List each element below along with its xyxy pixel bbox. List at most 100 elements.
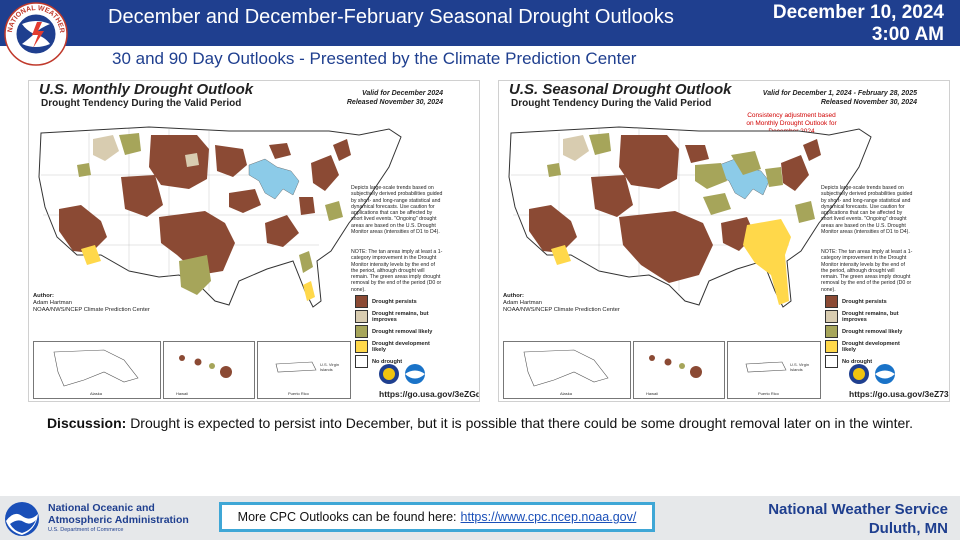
legend-label-development: Drought development likely: [842, 340, 900, 353]
seasonal-map-subtitle: Drought Tendency During the Valid Period: [511, 98, 712, 109]
page-subtitle: 30 and 90 Day Outlooks - Presented by th…: [112, 49, 637, 68]
noaa-name-line2: Atmospheric Administration: [48, 514, 189, 526]
monthly-map-title: U.S. Monthly Drought Outlook: [39, 81, 254, 98]
issue-date: December 10, 2024: [772, 2, 944, 23]
seasonal-valid: Valid for December 1, 2024 - February 28…: [762, 90, 917, 97]
puerto-rico-shape-icon: [275, 361, 317, 373]
legend-item-removal: Drought removal likely: [825, 325, 910, 338]
monthly-legend: Drought persists Drought remains, but im…: [355, 295, 440, 370]
header-bar: [0, 0, 960, 72]
cpc-outlooks-link[interactable]: https://www.cpc.ncep.noaa.gov/: [460, 510, 637, 524]
legend-label-development: Drought development likely: [372, 340, 430, 353]
legend-item-no-drought: No drought: [355, 355, 440, 368]
drought-removal-areas: [547, 133, 815, 223]
legend-swatch-removal: [825, 325, 838, 338]
noaa-logo-icon: [5, 502, 39, 536]
monthly-author: Author: Adam Hartman NOAA/NWS/NCEP Clima…: [33, 293, 150, 314]
alaska-shape-icon: [523, 349, 609, 387]
noaa-department: U.S. Department of Commerce: [48, 527, 124, 533]
monthly-valid-dates: Valid for December 2024 Released Novembe…: [347, 89, 443, 107]
author-org: NOAA/NWS/NCEP Climate Prediction Center: [503, 307, 620, 313]
legend-label-persists: Drought persists: [842, 298, 887, 305]
seasonal-released: Released November 30, 2024: [820, 99, 917, 106]
legend-label-no-drought: No drought: [372, 358, 403, 365]
seasonal-conus-map: [508, 126, 872, 308]
hawaii-shape-icon: [179, 355, 232, 378]
legend-item-development: Drought development likely: [825, 340, 910, 353]
seasonal-url[interactable]: https://go.usa.gov/3eZ73: [849, 389, 949, 399]
hawaii-label: Hawaii: [646, 391, 659, 396]
alaska-label: Alaska: [560, 391, 573, 396]
legend-swatch-development: [355, 340, 368, 353]
seasonal-outlook-map: U.S. Seasonal Drought Outlook Drought Te…: [498, 80, 950, 402]
legend-label-persists: Drought persists: [372, 298, 417, 305]
legend-item-development: Drought development likely: [355, 340, 440, 353]
monthly-note: NOTE: The tan areas imply at least a 1-c…: [351, 249, 443, 293]
legend-item-improves: Drought remains, but improves: [355, 310, 440, 323]
great-lakes: [248, 158, 300, 200]
monthly-outlook-map: U.S. Monthly Drought Outlook Drought Ten…: [28, 80, 480, 402]
seasonal-valid-dates: Valid for December 1, 2024 - February 28…: [763, 89, 917, 107]
legend-item-persists: Drought persists: [355, 295, 440, 308]
drought-removal-areas: [77, 133, 343, 295]
author-label: Author:: [33, 293, 54, 299]
virgin-islands-label: U.S. Virgin Islands: [790, 362, 810, 372]
drought-persists-areas: [59, 135, 351, 275]
puerto-rico-inset: Puerto Rico U.S. Virgin Islands: [257, 341, 351, 399]
legend-label-improves: Drought remains, but improves: [842, 310, 899, 323]
seasonal-author: Author: Adam Hartman NOAA/NWS/NCEP Clima…: [503, 293, 620, 314]
usda-noaa-logos-icon: [849, 364, 895, 384]
monthly-valid: Valid for December 2024: [361, 90, 443, 97]
noaa-name: National Oceanic and Atmospheric Adminis…: [48, 502, 189, 526]
legend-item-no-drought: No drought: [825, 355, 910, 368]
nws-office-line1: National Weather Service: [768, 501, 948, 518]
seasonal-description: Depicts large-scale trends based on subj…: [821, 185, 913, 236]
author-label: Author:: [503, 293, 524, 299]
legend-swatch-persists: [825, 295, 838, 308]
legend-label-no-drought: No drought: [842, 358, 873, 365]
alaska-shape-icon: [53, 349, 139, 387]
legend-swatch-persists: [355, 295, 368, 308]
alaska-inset: Alaska: [33, 341, 161, 399]
puerto-rico-inset: Puerto Rico U.S. Virgin Islands: [727, 341, 821, 399]
legend-label-removal: Drought removal likely: [842, 328, 903, 335]
puerto-rico-label: Puerto Rico: [288, 391, 309, 396]
monthly-url[interactable]: https://go.usa.gov/3eZGd: [379, 389, 480, 399]
author-name: Adam Hartman: [33, 300, 72, 306]
nws-logo-icon: NATIONAL WEATHER SERVICE: [4, 2, 68, 66]
cpc-outlooks-box: More CPC Outlooks can be found here: htt…: [219, 502, 655, 532]
legend-swatch-development: [825, 340, 838, 353]
seasonal-map-title: U.S. Seasonal Drought Outlook: [509, 81, 732, 98]
legend-swatch-improves: [825, 310, 838, 323]
drought-development-areas: [81, 245, 315, 301]
legend-swatch-no-drought: [825, 355, 838, 368]
page-title: December and December-February Seasonal …: [108, 6, 674, 28]
legend-label-improves: Drought remains, but improves: [372, 310, 429, 323]
hawaii-inset: Hawaii: [633, 341, 725, 399]
legend-swatch-improves: [355, 310, 368, 323]
discussion-body: Drought is expected to persist into Dece…: [130, 415, 914, 431]
issue-datetime: December 10, 2024 3:00 AM: [773, 2, 944, 46]
puerto-rico-shape-icon: [745, 361, 787, 373]
hawaii-shape-icon: [649, 355, 702, 378]
monthly-conus-map: [38, 126, 402, 308]
legend-swatch-no-drought: [355, 355, 368, 368]
monthly-description: Depicts large-scale trends based on subj…: [351, 185, 443, 236]
legend-item-improves: Drought remains, but improves: [825, 310, 910, 323]
noaa-name-line1: National Oceanic and: [48, 502, 155, 514]
virgin-islands-label: U.S. Virgin Islands: [320, 362, 340, 372]
hawaii-inset: Hawaii: [163, 341, 255, 399]
drought-development-areas: [551, 219, 791, 305]
issue-time: 3:00 AM: [871, 24, 944, 45]
seasonal-note: NOTE: The tan areas imply at least a 1-c…: [821, 249, 913, 293]
legend-item-persists: Drought persists: [825, 295, 910, 308]
legend-label-removal: Drought removal likely: [372, 328, 433, 335]
author-name: Adam Hartman: [503, 300, 542, 306]
legend-item-removal: Drought removal likely: [355, 325, 440, 338]
hawaii-label: Hawaii: [176, 391, 189, 396]
usda-noaa-logos-icon: [379, 364, 425, 384]
discussion-label: Discussion:: [46, 415, 127, 431]
cpc-outlooks-text: More CPC Outlooks can be found here:: [237, 510, 457, 524]
author-org: NOAA/NWS/NCEP Climate Prediction Center: [33, 307, 150, 313]
seasonal-legend: Drought persists Drought remains, but im…: [825, 295, 910, 370]
